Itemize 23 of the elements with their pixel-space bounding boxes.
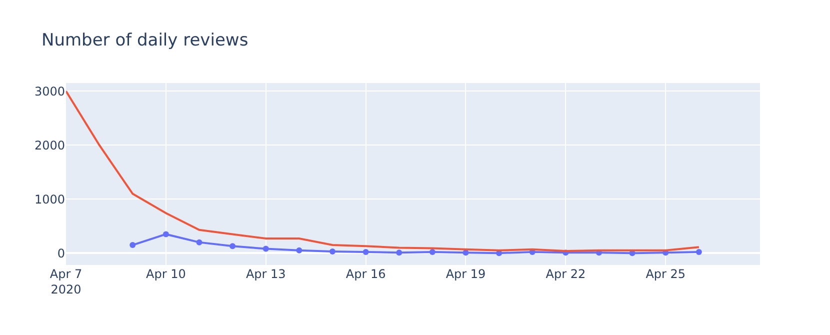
point xyxy=(330,248,336,254)
point xyxy=(130,242,136,248)
point xyxy=(162,231,169,238)
point xyxy=(262,246,269,252)
point xyxy=(296,247,302,254)
x-tick-label: Apr 25 xyxy=(646,267,686,281)
x-tick-label: Apr 19 xyxy=(446,267,486,281)
point xyxy=(230,243,236,250)
x-tick-label: Apr 10 xyxy=(146,267,186,281)
x-tick-label: Apr 7 2020 xyxy=(50,267,82,297)
y-tick-label: 3000 xyxy=(34,84,65,98)
y-tick-label: 1000 xyxy=(34,192,65,206)
x-tick-label: Apr 16 xyxy=(346,267,386,281)
y-tick-label: 2000 xyxy=(34,138,65,152)
point xyxy=(396,250,402,256)
x-tick-label: Apr 22 xyxy=(546,267,586,281)
point xyxy=(429,249,436,256)
y-tick-label: 0 xyxy=(57,246,65,260)
chart-title: Number of daily reviews xyxy=(42,30,248,50)
point xyxy=(696,249,702,256)
point xyxy=(196,239,202,246)
x-tick-label: Apr 13 xyxy=(246,267,286,281)
point xyxy=(362,249,369,256)
